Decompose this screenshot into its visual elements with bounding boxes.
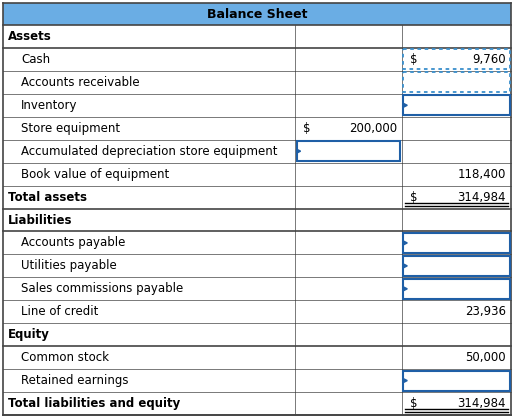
Text: Liabilities: Liabilities <box>8 214 72 227</box>
Bar <box>403 49 509 69</box>
Polygon shape <box>403 103 407 107</box>
Text: Inventory: Inventory <box>21 99 78 112</box>
Polygon shape <box>403 379 407 382</box>
Polygon shape <box>403 264 407 268</box>
Text: 9,760: 9,760 <box>472 53 506 66</box>
Text: 314,984: 314,984 <box>457 191 506 204</box>
Bar <box>403 279 509 299</box>
Text: Assets: Assets <box>8 30 52 43</box>
Polygon shape <box>403 287 407 291</box>
Bar <box>403 233 509 253</box>
Text: 118,400: 118,400 <box>457 168 506 181</box>
Text: Balance Sheet: Balance Sheet <box>207 8 307 20</box>
Text: Total liabilities and equity: Total liabilities and equity <box>8 397 180 410</box>
Text: Line of credit: Line of credit <box>21 305 98 318</box>
Bar <box>3 3 511 25</box>
Text: $: $ <box>410 191 417 204</box>
Text: Common stock: Common stock <box>21 351 109 364</box>
Bar <box>403 256 509 276</box>
Text: $: $ <box>303 122 310 135</box>
Text: 50,000: 50,000 <box>465 351 506 364</box>
Text: $: $ <box>410 53 417 66</box>
Bar <box>297 141 400 161</box>
Bar <box>403 371 509 390</box>
Text: Book value of equipment: Book value of equipment <box>21 168 169 181</box>
Text: 200,000: 200,000 <box>348 122 397 135</box>
Text: Sales commissions payable: Sales commissions payable <box>21 282 183 296</box>
Text: Accumulated depreciation store equipment: Accumulated depreciation store equipment <box>21 145 278 158</box>
Text: 23,936: 23,936 <box>465 305 506 318</box>
Text: Total assets: Total assets <box>8 191 87 204</box>
Text: Accounts payable: Accounts payable <box>21 237 125 250</box>
Bar <box>403 72 509 92</box>
Text: Equity: Equity <box>8 328 50 341</box>
Text: Accounts receivable: Accounts receivable <box>21 76 140 89</box>
Text: Utilities payable: Utilities payable <box>21 260 117 273</box>
Text: $: $ <box>410 397 417 410</box>
Text: Store equipment: Store equipment <box>21 122 120 135</box>
Text: Retained earnings: Retained earnings <box>21 374 128 387</box>
Bar <box>403 95 509 115</box>
Polygon shape <box>403 241 407 245</box>
Polygon shape <box>297 149 301 153</box>
Text: 314,984: 314,984 <box>457 397 506 410</box>
Text: Cash: Cash <box>21 53 50 66</box>
